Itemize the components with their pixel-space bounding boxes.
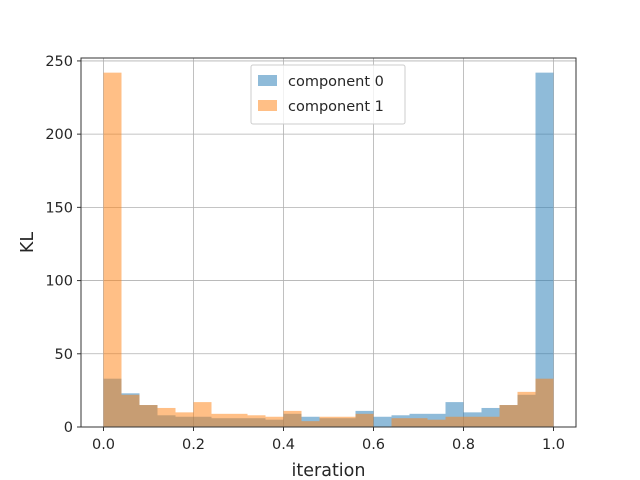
histogram-bar-component-1 [481,416,500,427]
histogram-bar-component-1 [355,413,374,427]
x-tick-label: 0.8 [452,437,475,453]
axis-ticks: 0.0 0.2 0.4 0.6 0.8 1.0 0 50 100 150 200 250 [45,54,565,453]
legend-box [250,64,406,125]
histogram-bar-component-1 [283,410,302,427]
histogram-bar-component-1 [157,407,176,427]
histogram-bar-component-1 [337,416,356,427]
histogram-bar-component-1 [265,416,284,427]
histogram-bar-component-1 [139,405,158,427]
y-tick-label: 50 [55,347,73,363]
x-axis-title: iteration [292,461,366,480]
x-tick-label: 1.0 [542,437,565,453]
histogram-bar-component-1 [247,415,266,427]
histogram-bar-component-1 [103,72,122,428]
histogram-bar-component-1 [535,378,554,427]
histogram-bar-component-1 [319,416,338,427]
y-tick-label: 200 [45,127,73,143]
histogram-bar-component-1 [499,405,518,427]
histogram-bar-component-1 [445,416,464,427]
y-tick-label: 150 [45,200,73,216]
histogram-bar-component-1 [517,391,536,427]
legend-swatch-component-0 [258,75,277,86]
histogram-bar-component-0 [535,72,554,428]
histogram-bar-component-1 [175,412,194,427]
y-tick-label: 250 [45,54,73,70]
legend: component 0 component 1 [250,64,406,125]
x-tick-label: 0.4 [272,437,295,453]
histogram-bar-component-1 [121,394,140,427]
y-tick-label: 100 [45,274,73,290]
legend-label-component-1: component 1 [288,99,384,115]
histogram-bar-component-1 [301,421,320,427]
plot-frame [80,57,577,428]
histogram-bar-component-0 [373,416,392,427]
x-tick-label: 0.2 [182,437,205,453]
x-tick-label: 0.6 [362,437,385,453]
histogram-bars [103,72,554,428]
legend-label-component-0: component 0 [288,74,384,90]
histogram-bar-component-1 [391,418,410,427]
y-axis-title: KL [18,232,38,253]
histogram-bar-component-1 [193,402,212,427]
histogram-bar-component-1 [427,419,446,427]
histogram-bar-component-1 [229,413,248,427]
histogram-bar-component-1 [211,413,230,427]
histogram-bar-component-1 [463,416,482,427]
histogram-bar-component-1 [409,418,428,427]
legend-swatch-component-1 [258,100,277,111]
x-tick-label: 0.0 [92,437,115,453]
y-tick-label: 0 [64,420,73,436]
